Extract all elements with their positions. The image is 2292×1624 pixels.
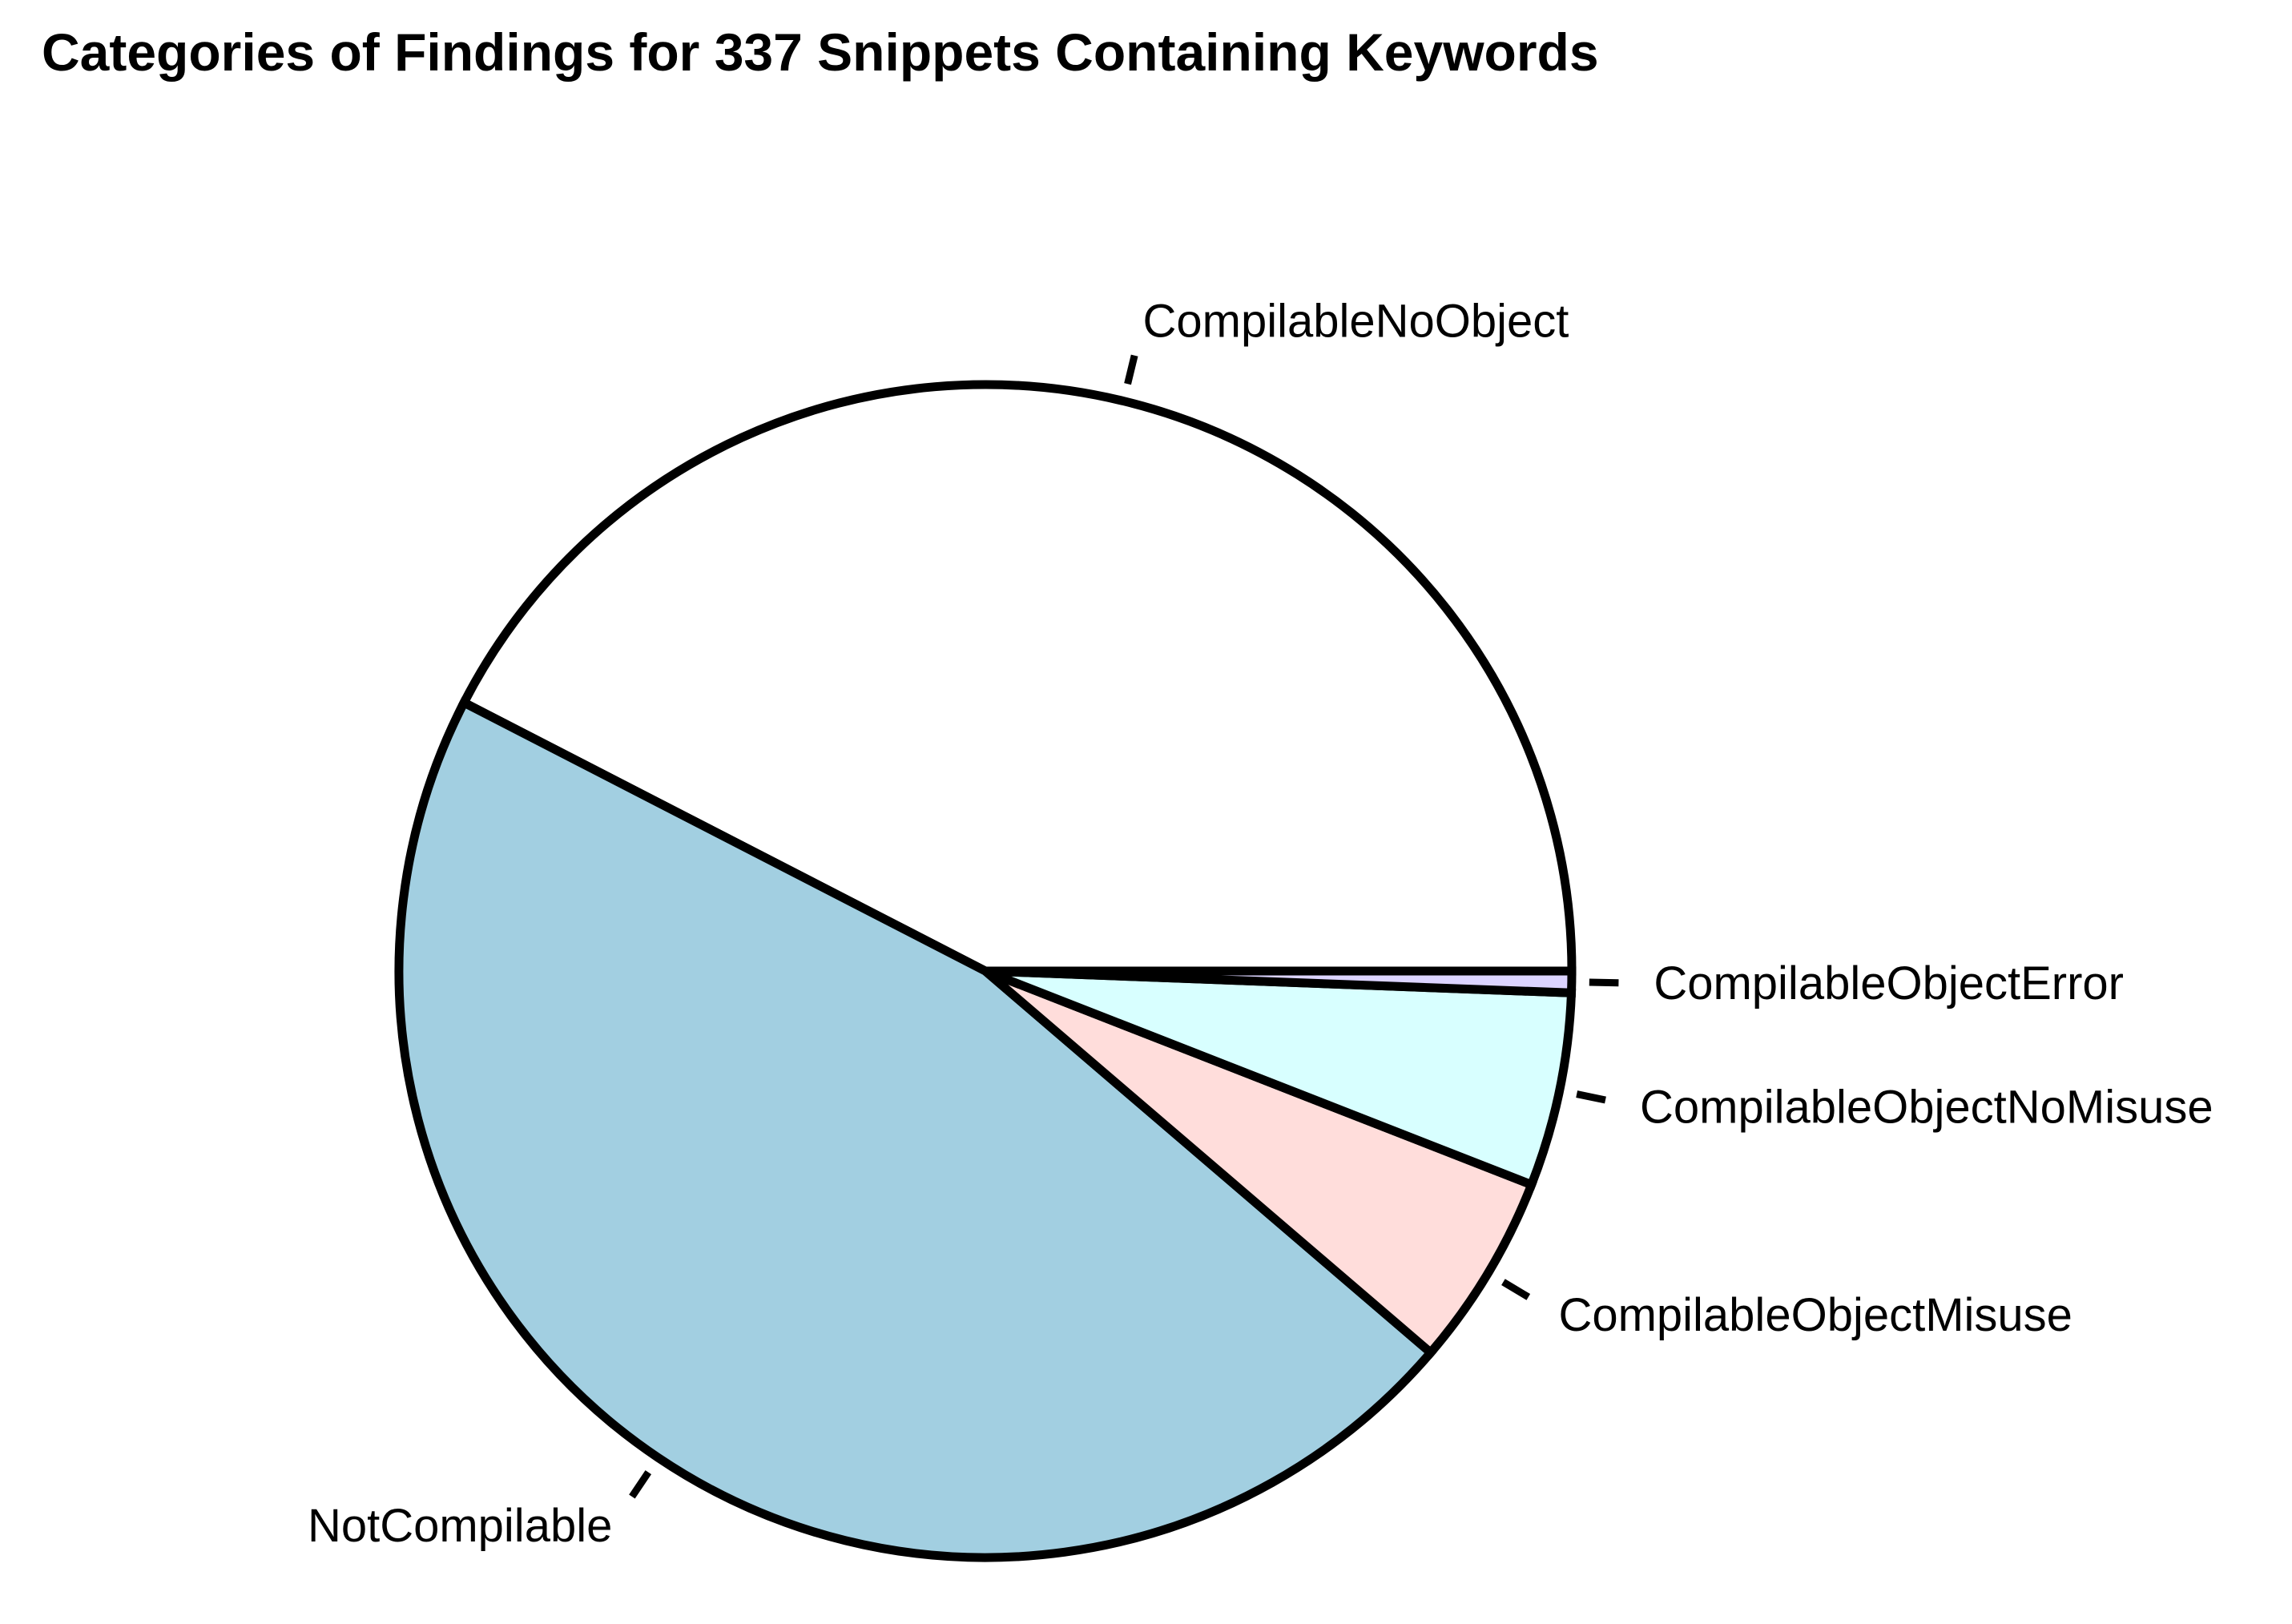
label-tick-compilable-object-misuse [1501, 1279, 1531, 1300]
slice-compilable-no-object [457, 380, 1577, 976]
slice-not-compilable [394, 696, 1437, 1562]
slice-label-compilable-object-misuse: CompilableObjectMisuse [1558, 1289, 2072, 1341]
label-tick-compilable-object-error [1589, 978, 1619, 987]
slice-compilable-object-error [985, 966, 1577, 997]
slice-label-compilable-no-object: CompilableNoObject [1143, 295, 1569, 347]
label-tick-compilable-no-object [1124, 354, 1138, 385]
label-ticks [629, 354, 1619, 1499]
slice-compilable-object-no-misuse [983, 966, 1577, 1191]
slice-label-compilable-object-error: CompilableObjectError [1654, 957, 2124, 1009]
label-tick-not-compilable [629, 1470, 652, 1499]
slice-labels: CompilableNoObject NotCompilable Compilabl… [308, 295, 2213, 1552]
slice-compilable-object-misuse [982, 966, 1537, 1360]
slice-label-not-compilable: NotCompilable [308, 1500, 612, 1552]
pie-slices [394, 380, 1577, 1562]
slice-label-compilable-object-no-misuse: CompilableObjectNoMisuse [1640, 1081, 2213, 1133]
chart-title: Categories of Findings for 337 Snippets … [42, 22, 1599, 82]
label-tick-compilable-object-no-misuse [1576, 1090, 1606, 1104]
